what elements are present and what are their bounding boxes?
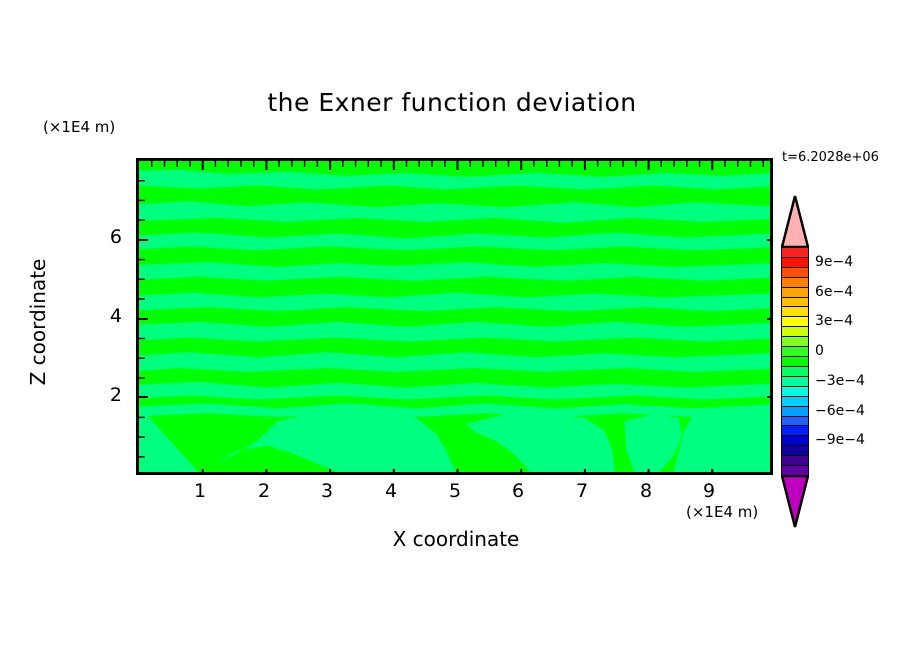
x-tick-label-4: 4: [384, 480, 398, 502]
x-tick-label-1: 1: [193, 480, 207, 502]
timestamp-label: t=6.2028e+06: [782, 150, 879, 165]
colorbar-under-arrow: [781, 475, 809, 528]
colorbar[interactable]: 9e−4 6e−4 3e−4 0 −3e−4 −6e−4 −9e−4: [781, 195, 865, 528]
x-tick-label-8: 8: [639, 480, 653, 502]
colorbar-tick-label: −6e−4: [815, 402, 865, 419]
colorbar-tick-label: 3e−4: [815, 313, 854, 330]
x-axis-title: X coordinate: [392, 527, 520, 551]
colorbar-tick-label: −3e−4: [815, 372, 865, 389]
x-axis-unit-label: (×1E4 m): [686, 503, 759, 521]
colorbar-over-arrow: [781, 195, 809, 248]
x-tick-label-2: 2: [257, 480, 271, 502]
y-axis-title: Z coordinate: [26, 258, 50, 386]
colorbar-tick-label: 0: [815, 343, 824, 360]
page-title: the Exner function deviation: [267, 88, 637, 117]
colorbar-tick-label: −9e−4: [815, 432, 865, 449]
y-axis-unit-label: (×1E4 m): [43, 118, 116, 136]
x-tick-label-3: 3: [320, 480, 334, 502]
plot-tick-marks: [139, 161, 770, 472]
colorbar-tick-label: 6e−4: [815, 283, 854, 300]
y-tick-label-4: 4: [109, 305, 122, 327]
x-tick-label-9: 9: [702, 480, 716, 502]
y-tick-label-6: 6: [109, 226, 122, 248]
y-tick-label-2: 2: [109, 384, 122, 406]
contour-field: [139, 161, 770, 472]
x-tick-label-6: 6: [511, 480, 525, 502]
colorbar-tick-label: 9e−4: [815, 253, 854, 270]
colorbar-swatch: [781, 465, 809, 477]
contour-plot-area[interactable]: [136, 158, 773, 475]
x-tick-label-7: 7: [575, 480, 589, 502]
x-tick-label-5: 5: [448, 480, 462, 502]
